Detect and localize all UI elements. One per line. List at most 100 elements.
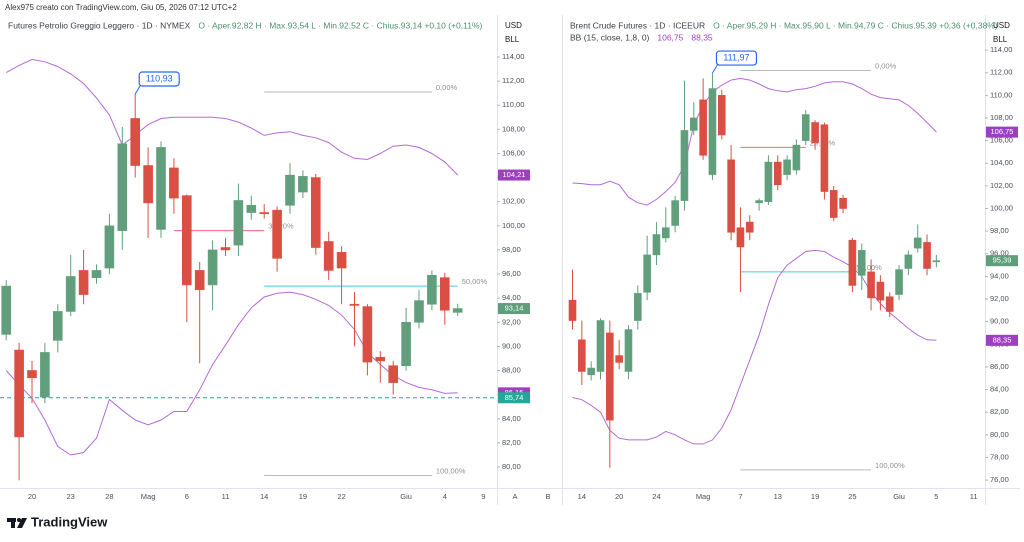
y-tick-label: 100,00: [990, 203, 1013, 212]
chart-title: Brent Crude Futures · 1D · ICEEUR: [570, 20, 705, 30]
candle-body: [634, 293, 642, 321]
candle-body: [643, 254, 651, 293]
y-tick-label: 84,00: [502, 414, 521, 423]
x-tick-label: 23: [67, 492, 75, 501]
candle-body: [689, 117, 698, 131]
y-tick-label: 94,00: [502, 293, 521, 302]
y-tick-label: 98,00: [502, 245, 521, 254]
candle-body: [773, 161, 782, 186]
candle-body: [755, 200, 763, 204]
candle-body: [811, 122, 819, 144]
candle-body: [91, 270, 102, 278]
callout-box: [715, 50, 758, 66]
candle-body: [736, 227, 745, 248]
candle-body: [680, 130, 689, 201]
y-tick-label: 110,00: [502, 100, 524, 109]
y-tick-label: 92,00: [990, 294, 1009, 303]
axis-button: B: [545, 492, 550, 501]
x-tick-label: 14: [578, 492, 586, 501]
candle-body: [182, 195, 192, 286]
candle-body: [792, 144, 801, 171]
x-tick-label: 22: [337, 492, 345, 501]
fib-label: 100,00%: [875, 461, 905, 470]
y-tick-label: 102,00: [502, 197, 525, 206]
candle-body: [65, 276, 76, 312]
candle-body: [298, 176, 308, 193]
bollinger-band: [5, 58, 459, 176]
y-tick-label: 96,00: [990, 249, 1009, 258]
candle-body: [876, 281, 885, 301]
y-tick-label: 80,00: [502, 462, 521, 471]
candle-body: [427, 274, 437, 305]
candle-body: [130, 118, 140, 166]
candle-body: [904, 254, 913, 269]
candle-body: [745, 221, 754, 233]
price-label-box: [986, 255, 1018, 267]
x-tick-label: Giu: [893, 492, 905, 501]
price-label-box: [986, 334, 1018, 346]
y-tick-label: 80,00: [990, 430, 1009, 439]
x-tick-label: 9: [481, 492, 485, 501]
candle-body: [336, 252, 347, 269]
indicator-name: BB (15, close, 1,8, 0): [570, 32, 650, 42]
price-label: 106,75: [991, 127, 1014, 136]
x-tick-label: 28: [105, 492, 113, 501]
y-tick-label: 90,00: [990, 317, 1009, 326]
candle-body: [652, 234, 661, 256]
fib-label: 0,00%: [875, 61, 897, 70]
y-tick-label: 112,00: [502, 76, 524, 85]
candle-body: [839, 198, 847, 209]
y-tick-label: 82,00: [990, 407, 1009, 416]
candle-body: [857, 250, 866, 276]
logo-text: TradingView: [31, 514, 108, 529]
y-tick-label: 114,00: [502, 52, 524, 61]
logo-part: [11, 518, 15, 528]
candle-body: [27, 370, 37, 379]
x-tick-label: 25: [848, 492, 856, 501]
callout-box: [138, 71, 180, 87]
fib-label: 50,00%: [856, 263, 882, 272]
candle-body: [310, 177, 321, 248]
y-tick-label: 112,00: [990, 68, 1012, 77]
candle-body: [414, 300, 424, 323]
currency: USD: [993, 21, 1010, 30]
candle-body: [452, 308, 463, 313]
candle-body: [388, 365, 399, 383]
x-tick-label: Mag: [141, 492, 156, 501]
candle-body: [233, 200, 244, 246]
candle-body: [932, 260, 941, 263]
candle-body: [708, 88, 717, 175]
candle-body: [764, 161, 773, 203]
candle-body: [362, 306, 373, 363]
fib-label: 0,00%: [436, 83, 458, 92]
candle-body: [285, 174, 295, 206]
candle-body: [615, 355, 623, 363]
y-tick-label: 108,00: [990, 113, 1013, 122]
candle-body: [156, 147, 166, 230]
y-tick-label: 82,00: [502, 438, 521, 447]
candle-body: [52, 311, 63, 341]
candle-body: [220, 247, 231, 251]
candle-body: [606, 332, 614, 421]
callout-label: 110,93: [146, 73, 173, 83]
candle-body: [40, 352, 50, 398]
candle-body: [194, 270, 205, 291]
y-tick-label: 106,00: [502, 148, 525, 157]
ohlc-summary: O · Aper.95,29 H · Max.95,90 L · Min.94,…: [713, 20, 998, 30]
candle-body: [272, 209, 282, 259]
y-tick-label: 108,00: [502, 124, 525, 133]
candle-body: [117, 143, 128, 231]
y-tick-label: 102,00: [990, 181, 1013, 190]
candle-body: [829, 190, 838, 218]
candle-body: [323, 241, 334, 271]
candle-body: [169, 167, 179, 199]
candle-body: [717, 95, 726, 136]
candle-body: [699, 99, 707, 156]
logo-part: [17, 518, 21, 522]
y-tick-label: 78,00: [990, 452, 1009, 461]
callout-label: 111,97: [723, 52, 749, 62]
candle-body: [885, 296, 894, 312]
y-tick-label: 100,00: [502, 221, 525, 230]
indicator-value: 106,75: [657, 32, 683, 42]
x-tick-label: 19: [811, 492, 819, 501]
